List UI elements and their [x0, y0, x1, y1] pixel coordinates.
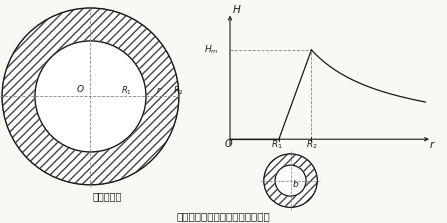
Text: $O$: $O$: [224, 137, 234, 149]
Text: $H_m$: $H_m$: [204, 44, 219, 56]
Text: $r$: $r$: [156, 85, 161, 95]
Text: $R_1$: $R_1$: [271, 139, 283, 151]
Text: $R_2$: $R_2$: [173, 84, 184, 97]
Text: b: b: [293, 180, 299, 189]
Circle shape: [275, 165, 306, 196]
Text: 钢管横截面: 钢管横截面: [92, 191, 122, 201]
Text: $H$: $H$: [232, 3, 242, 15]
Text: $R_1$: $R_1$: [121, 84, 132, 97]
Circle shape: [2, 8, 179, 185]
Circle shape: [35, 41, 146, 152]
Circle shape: [264, 154, 317, 207]
Text: $O$: $O$: [76, 83, 85, 94]
Text: $r$: $r$: [429, 139, 435, 150]
Text: $R_2$: $R_2$: [306, 139, 317, 151]
Text: 钢管通直流电磁化的磁场强度分布: 钢管通直流电磁化的磁场强度分布: [177, 211, 270, 221]
